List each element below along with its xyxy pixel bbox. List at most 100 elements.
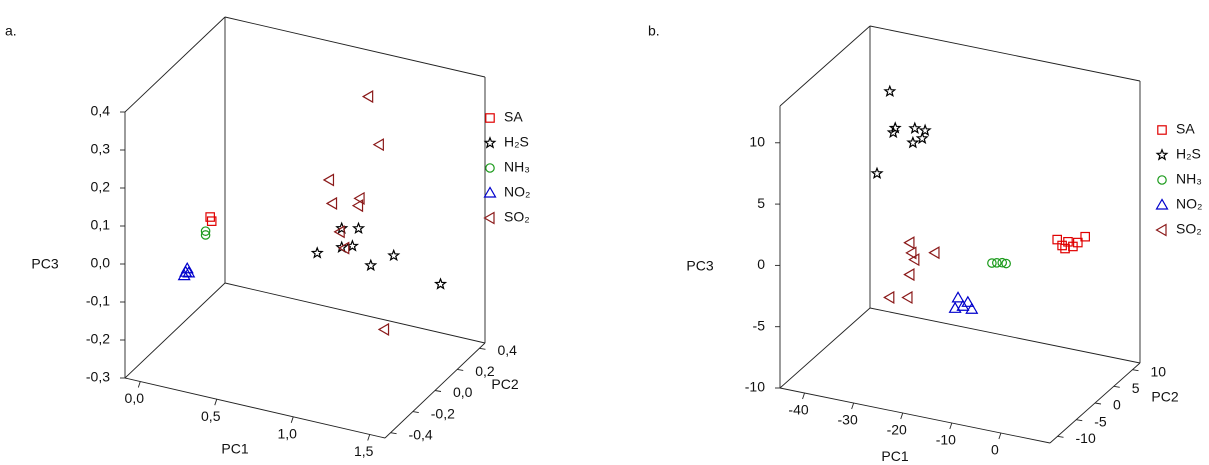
y-tick-label: -10 [1076, 430, 1096, 446]
y-tick-label: 10 [1151, 363, 1167, 379]
y-tick-label: -0,4 [409, 426, 433, 442]
z-tick-label: -5 [753, 317, 766, 333]
marker-star [387, 248, 401, 262]
legend-label: NO₂ [504, 184, 530, 200]
y-axis-label: PC2 [491, 376, 518, 392]
marker-star [883, 84, 897, 98]
x-tick-mark [998, 432, 1002, 440]
legend-label: NH₃ [504, 159, 530, 175]
legend-label: H₂S [1176, 146, 1201, 162]
marker-star [310, 246, 324, 259]
box-edge [124, 377, 386, 439]
z-tick-label: 0,2 [91, 179, 111, 195]
y-tick-mark [1094, 402, 1102, 405]
y-tick-mark [1057, 435, 1064, 438]
marker-triangle-up [1155, 198, 1169, 210]
z-tick-label: -10 [745, 379, 765, 395]
y-tick-mark [1113, 385, 1120, 388]
y-tick-mark [457, 368, 464, 371]
marker-triangle-up [965, 302, 979, 314]
marker-circle [987, 258, 997, 268]
marker-triangle-left [1155, 223, 1167, 237]
x-tick-label: -40 [788, 402, 808, 418]
x-tick-label: 0 [991, 442, 999, 458]
y-axis-label: PC2 [1151, 389, 1178, 405]
marker-triangle-up [956, 299, 970, 311]
y-tick-mark [434, 390, 442, 392]
x-tick-mark [949, 422, 953, 430]
y-tick-label: 0 [1113, 397, 1121, 413]
z-tick-label: 10 [749, 133, 765, 149]
marker-square [485, 113, 495, 123]
x-tick-mark [214, 399, 218, 406]
z-tick-label: -0,1 [86, 293, 110, 309]
marker-star [483, 136, 497, 149]
marker-triangle-left [883, 290, 895, 304]
marker-triangle-left [325, 196, 338, 210]
marker-square [1052, 234, 1062, 245]
x-tick-label: -10 [936, 432, 956, 448]
marker-square [206, 216, 217, 226]
z-axis-label: PC3 [686, 258, 713, 274]
marker-triangle-up [177, 268, 191, 281]
marker-star [1155, 148, 1169, 161]
y-tick-mark [390, 432, 397, 435]
marker-circle [992, 258, 1002, 268]
box-edge [869, 25, 1141, 82]
x-tick-mark [290, 416, 294, 423]
marker-triangle-left [928, 246, 940, 260]
marker-star [886, 125, 900, 139]
x-axis-label: PC1 [881, 448, 908, 464]
x-tick-label: -20 [887, 422, 907, 438]
x-tick-label: 0,0 [125, 390, 145, 406]
box-edge [869, 307, 1141, 364]
panel: a. -0,3 -0,2 -0,1 0,0 0,1 0,2 0,3 0,4 0,0 0,5 1,0 1,… [5, 16, 530, 459]
panel-label: a. [5, 23, 17, 39]
x-tick-label: 0,5 [201, 408, 221, 424]
marker-circle [485, 163, 495, 173]
z-tick-label: -0,2 [86, 331, 110, 347]
y-tick-mark [412, 411, 419, 414]
marker-square [1073, 237, 1083, 248]
marker-triangle-up [180, 262, 194, 274]
marker-circle [200, 226, 211, 236]
marker-triangle-left [903, 236, 915, 250]
y-tick-label: 0,0 [453, 384, 473, 400]
marker-triangle-left [372, 138, 384, 152]
marker-star [335, 221, 349, 234]
box-edge [779, 307, 871, 389]
marker-star [915, 131, 929, 145]
marker-triangle-up [948, 301, 962, 313]
box-edge [124, 282, 226, 379]
x-tick-mark [900, 412, 904, 420]
box-edge [124, 16, 226, 113]
z-tick-label: 0,0 [91, 255, 111, 271]
z-tick-label: 5 [757, 195, 765, 211]
marker-circle [997, 257, 1008, 268]
y-tick-mark [1076, 419, 1083, 422]
marker-triangle-left [333, 225, 345, 239]
x-tick-mark [851, 402, 855, 410]
legend-label: SO₂ [504, 209, 530, 225]
marker-triangle-left [353, 191, 365, 205]
x-axis-label: PC1 [221, 441, 248, 457]
marker-circle [200, 230, 211, 240]
legend-label: H₂S [504, 134, 529, 150]
x-tick-mark [367, 434, 371, 441]
marker-star [908, 121, 922, 134]
z-tick-label: 0 [757, 256, 765, 272]
marker-star [433, 277, 448, 290]
legend-label: NO₂ [1176, 196, 1202, 212]
x-tick-mark [137, 381, 141, 388]
marker-star [870, 166, 884, 180]
marker-triangle-left [903, 268, 915, 282]
x-tick-label: 1,0 [278, 426, 298, 442]
legend-label: SA [1176, 121, 1195, 137]
marker-triangle-left [338, 241, 350, 255]
box-edge [224, 282, 486, 344]
marker-triangle-left [483, 211, 495, 225]
marker-triangle-left [901, 290, 913, 305]
y-tick-mark [479, 347, 486, 350]
